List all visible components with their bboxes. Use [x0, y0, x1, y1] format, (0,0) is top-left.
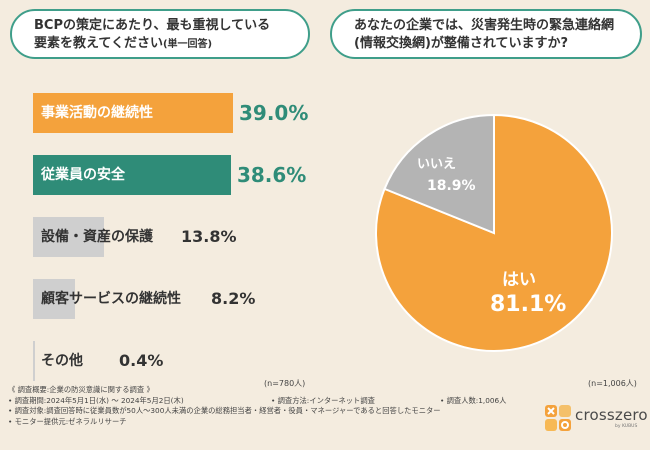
crosszero-logo-sub: by KUBUS — [615, 424, 638, 429]
bar-label-0: 事業活動の継続性 — [41, 105, 153, 121]
question-1-title-line1: BCPの策定にあたり、最も重視している — [34, 18, 271, 33]
question-2-box: あなたの企業では、災害発生時の緊急連絡網 (情報交換網)が整備されていますか? — [330, 9, 642, 59]
bar-value-2: 13.8% — [181, 227, 237, 246]
bar-fill-0 — [33, 93, 233, 133]
bar-label-1: 従業員の安全 — [41, 167, 125, 183]
bar-value-4: 0.4% — [119, 351, 164, 370]
bar-value-3: 8.2% — [211, 289, 256, 308]
pie-slice-1 — [383, 113, 495, 235]
question-1-title-line2: 要素を教えてください — [34, 36, 163, 51]
pie-label-yes: はい — [502, 270, 536, 290]
bar-fill-2 — [33, 217, 104, 257]
bar-label-3: 顧客サービスの継続性 — [41, 291, 181, 307]
crosszero-logo-icon — [545, 405, 571, 431]
bar-fill-4 — [33, 341, 36, 381]
crosszero-logo-text: crosszero — [575, 406, 648, 424]
pie-chart-n-label: (n=1,006人) — [588, 379, 637, 388]
footer-target: • 調査対象:調査回答時に従業員数が50人～300人未満の企業の総務担当者・経営… — [8, 406, 441, 415]
bar-label-2: 設備・資産の保護 — [41, 229, 153, 245]
pie-value-yes: 81.1% — [490, 292, 567, 317]
pie-label-no: いいえ — [417, 157, 457, 172]
survey-footer: 《 調査概要:企業の防災意識に関する調査 》 • 調査期間:2024年5月1日(… — [8, 385, 506, 427]
footer-period: • 調査期間:2024年5月1日(水) ～ 2024年5月2日(木) — [8, 395, 184, 405]
crosszero-logo: crosszero by KUBUS — [545, 401, 648, 441]
bar-fill-1 — [33, 155, 231, 195]
bar-chart-n-label: (n=780人) — [264, 379, 306, 388]
footer-method: • 調査方法:インターネット調査 — [271, 395, 375, 405]
pie-value-no: 18.9% — [427, 178, 476, 194]
footer-title: 《 調査概要:企業の防災意識に関する調査 》 — [8, 385, 154, 394]
question-2-title-line2: (情報交換網)が整備されていますか? — [354, 36, 569, 51]
bar-value-0: 39.0% — [239, 101, 309, 125]
bar-label-4: その他 — [41, 353, 83, 369]
footer-provider: • モニター提供元:ゼネラルリサーチ — [8, 416, 127, 426]
pie-chart — [375, 113, 613, 352]
bar-value-1: 38.6% — [236, 163, 307, 187]
question-2-title-line1: あなたの企業では、災害発生時の緊急連絡網 — [354, 18, 615, 33]
footer-count: • 調査人数:1,006人 — [440, 395, 507, 405]
bar-fill-3 — [33, 279, 76, 319]
pie-slice-0 — [375, 113, 613, 352]
question-1-note: (単一回答) — [162, 39, 213, 50]
question-1-box: BCPの策定にあたり、最も重視している 要素を教えてください(単一回答) — [10, 9, 310, 59]
